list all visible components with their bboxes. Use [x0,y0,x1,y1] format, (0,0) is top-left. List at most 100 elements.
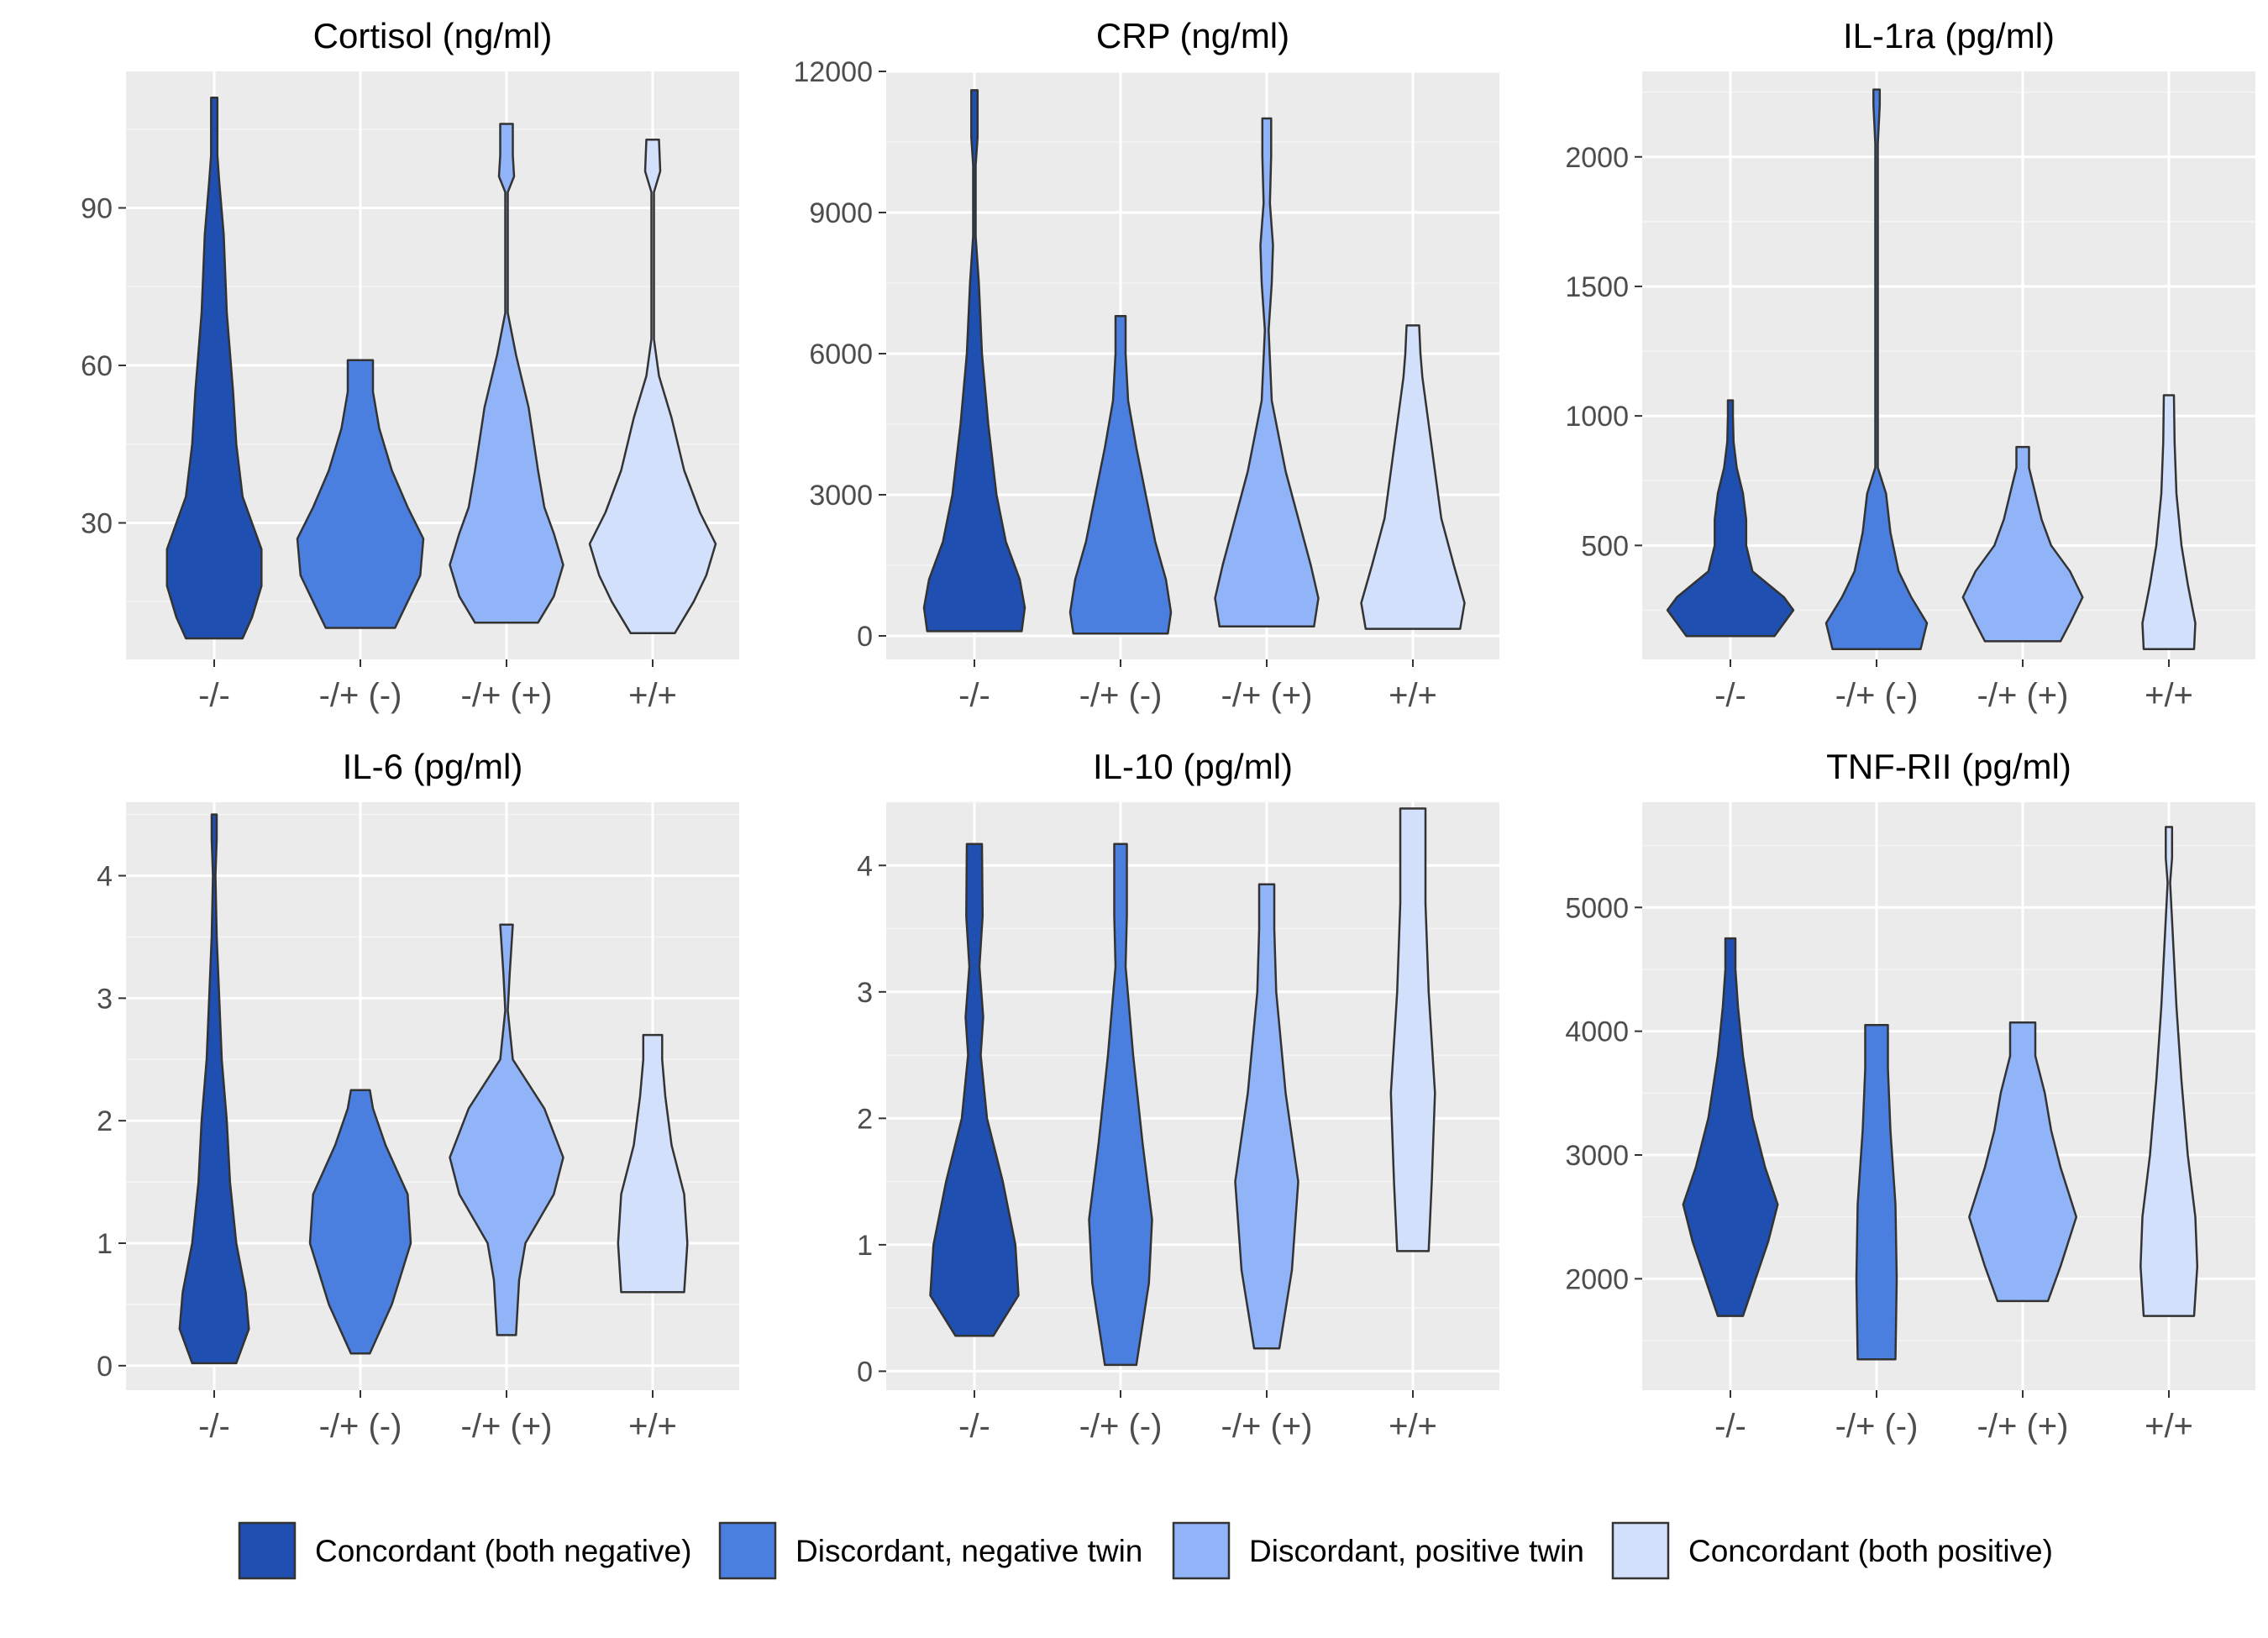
y-tick-label: 0 [97,1351,113,1383]
violin--il-6 [449,923,564,1336]
y-tick-label: 3000 [1565,1140,1629,1172]
panel-il-6: 0 1 2 3 4 -/- -/+ (-) -/+ (+) +/+ IL-6 (pg/ml) [97,747,739,1445]
violin--il-6 [308,1089,412,1355]
x-tick-label: -/- [198,1408,230,1445]
y-tick-label: 2000 [1565,142,1629,174]
panel-title: CRP (ng/ml) [1096,16,1289,55]
x-tick-label: -/+ (-) [1079,1408,1163,1445]
y-tick-label: 0 [857,621,873,653]
violin--il-10 [1088,843,1153,1367]
violin--il-10 [929,843,1020,1337]
violin--tnf-rii [2139,826,2199,1317]
violin--il-10 [1389,807,1436,1252]
panel-title: TNF-RII (pg/ml) [1826,747,2071,786]
y-tick-label: 2000 [1565,1263,1629,1295]
x-tick-label: -/+ (-) [1079,677,1163,714]
y-tick-label: 4000 [1565,1016,1629,1048]
x-tick-label: +/+ [2145,677,2193,714]
panel-il-1ra: 500 1000 1500 2000 -/- -/+ (-) -/+ (+) +/+ IL-1r… [1565,16,2255,714]
x-tick-label: -/+ (+) [1221,1408,1313,1445]
x-tick-label: -/+ (-) [1835,1408,1919,1445]
x-tick-label: -/+ (+) [1977,677,2069,714]
x-tick-label: -/+ (+) [1221,677,1313,714]
legend-item-concordant-both-negative: Concordant (both negative) [238,1521,691,1580]
legend-label: Discordant, negative twin [795,1534,1142,1568]
panel-cortisol: 30 60 90 -/- -/+ (-) -/+ (+) +/+ Cortisol (ng/m… [81,16,739,714]
violin--cortisol [449,123,564,624]
violin--cortisol [296,359,425,629]
panel-crp: 0 3000 6000 9000 12000 -/- -/+ (-) -/+ (+) +/+ CR… [793,16,1499,714]
y-tick-label: 500 [1581,530,1629,562]
y-tick-label: 3 [857,977,873,1009]
legend-swatch [238,1521,297,1580]
legend: Concordant (both negative) Discordant, ne… [238,1521,2053,1580]
y-tick-label: 9000 [809,197,873,229]
legend-swatch [1172,1521,1231,1580]
x-tick-label: -/+ (+) [461,677,553,714]
y-tick-label: 3 [97,983,113,1015]
legend-label: Discordant, positive twin [1249,1534,1584,1568]
panel-title: IL-6 (pg/ml) [343,747,523,786]
x-tick-label: -/+ (+) [1977,1408,2069,1445]
violin--tnf-rii [1968,1021,2078,1303]
x-tick-label: -/- [1714,1408,1746,1445]
violin--crp [1360,324,1466,630]
x-tick-label: -/- [958,677,990,714]
violin--crp [1068,314,1173,635]
y-tick-label: 30 [81,508,113,540]
x-tick-label: +/+ [1389,677,1437,714]
panel-title: IL-1ra (pg/ml) [1843,16,2055,55]
legend-label: Concordant (both positive) [1688,1534,2053,1568]
x-tick-label: -/+ (-) [319,1408,402,1445]
y-tick-label: 60 [81,350,113,382]
violin--il-1ra [2141,394,2197,650]
violin--il-10 [1234,883,1299,1350]
y-tick-label: 90 [81,193,113,225]
y-tick-label: 1 [857,1230,873,1262]
x-tick-label: +/+ [628,677,677,714]
legend-label: Concordant (both negative) [315,1534,691,1568]
x-tick-label: -/+ (+) [461,1408,553,1445]
y-tick-label: 2 [857,1103,873,1135]
violin--crp [922,89,1026,633]
legend-item-discordant-negative-twin: Discordant, negative twin [718,1521,1142,1580]
legend-item-discordant-positive-twin: Discordant, positive twin [1172,1521,1584,1580]
y-tick-label: 0 [857,1356,873,1388]
y-tick-label: 1500 [1565,271,1629,303]
violin--il-1ra [1824,88,1929,650]
y-tick-label: 1 [97,1228,113,1260]
y-tick-label: 1000 [1565,401,1629,433]
x-tick-label: -/+ (-) [319,677,402,714]
y-tick-label: 2 [97,1105,113,1137]
x-tick-label: +/+ [1389,1408,1437,1445]
panel-title: Cortisol (ng/ml) [313,16,553,55]
panel-il-10: 0 1 2 3 4 -/- -/+ (-) -/+ (+) +/+ IL-10 (pg/ml) [857,747,1499,1445]
violin--cortisol [165,97,263,640]
x-tick-label: -/- [198,677,230,714]
violin--tnf-rii [1682,937,1779,1317]
legend-item-concordant-both-positive: Concordant (both positive) [1611,1521,2053,1580]
violin--il-6 [617,1033,689,1294]
violin--il-6 [178,813,250,1365]
panel-tnf-rii: 2000 3000 4000 5000 -/- -/+ (-) -/+ (+) +/+ TNF-… [1565,747,2255,1445]
x-tick-label: -/+ (-) [1835,677,1919,714]
x-tick-label: +/+ [2145,1408,2193,1445]
legend-swatch [718,1521,777,1580]
x-tick-label: +/+ [628,1408,677,1445]
y-tick-label: 3000 [809,480,873,512]
y-tick-label: 6000 [809,339,873,370]
violin--il-1ra [1961,445,2084,643]
y-tick-label: 4 [97,861,113,893]
violin--cortisol [588,139,717,635]
violin--tnf-rii [1855,1024,1898,1361]
violin--il-1ra [1666,399,1795,638]
y-tick-label: 12000 [793,56,873,88]
panel-title: IL-10 (pg/ml) [1093,747,1293,786]
violin--crp [1214,117,1320,628]
y-tick-label: 5000 [1565,892,1629,924]
legend-swatch [1611,1521,1670,1580]
x-tick-label: -/- [958,1408,990,1445]
x-tick-label: -/- [1714,677,1746,714]
